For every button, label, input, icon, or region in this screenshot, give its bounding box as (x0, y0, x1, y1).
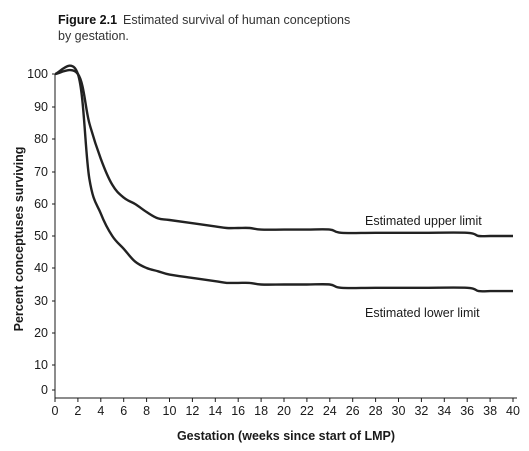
x-tick-label: 2 (74, 404, 81, 418)
y-tick-label: 50 (34, 229, 48, 243)
lower-limit-curve (54, 64, 513, 293)
x-tick-label: 6 (120, 404, 127, 418)
lower-limit-label: Estimated lower limit (365, 306, 480, 320)
y-tick-label: 10 (34, 358, 48, 372)
y-tick-label: 100 (27, 67, 48, 81)
x-tick-label: 38 (483, 404, 497, 418)
figure-caption: Figure 2.1 Estimated survival of human co… (58, 12, 358, 44)
y-tick-label: 70 (34, 165, 48, 179)
x-tick-label: 32 (414, 404, 428, 418)
x-tick-label: 8 (143, 404, 150, 418)
y-tick-label: 80 (34, 132, 48, 146)
y-tick-label: 40 (34, 261, 48, 275)
figure-caption-text: Estimated survival of human conceptions … (58, 13, 351, 43)
x-tick-label: 22 (300, 404, 314, 418)
x-tick-label: 36 (460, 404, 474, 418)
y-tick-label: 20 (34, 326, 48, 340)
upper-limit-label: Estimated upper limit (365, 214, 482, 228)
x-tick-label: 14 (208, 404, 222, 418)
axes (54, 74, 517, 399)
figure-label: Figure 2.1 (58, 13, 118, 27)
x-tick-label: 4 (97, 404, 104, 418)
y-tick-label: 0 (41, 383, 48, 397)
x-tick-label: 20 (277, 404, 291, 418)
upper-limit-curve (54, 68, 513, 238)
x-tick-label: 30 (392, 404, 406, 418)
x-tick-label: 12 (185, 404, 199, 418)
x-tick-label: 10 (163, 404, 177, 418)
x-tick-label: 40 (506, 404, 520, 418)
x-tick-label: 26 (346, 404, 360, 418)
x-tick-label: 0 (52, 404, 59, 418)
x-tick-label: 24 (323, 404, 337, 418)
curves (54, 64, 513, 293)
x-tick-label: 18 (254, 404, 268, 418)
y-tick-labels: 0 10 20 30 40 50 60 70 80 90 100 (27, 67, 55, 397)
x-tick-labels: 0 2 4 6 8 10 12 14 16 18 20 22 24 26 28 30 32 34 36 38 40 (52, 398, 520, 418)
x-tick-label: 28 (369, 404, 383, 418)
y-tick-label: 30 (34, 294, 48, 308)
y-tick-label: 60 (34, 197, 48, 211)
y-tick-label: 90 (34, 100, 48, 114)
x-tick-label: 34 (437, 404, 451, 418)
x-tick-label: 16 (231, 404, 245, 418)
x-axis-title: Gestation (weeks since start of LMP) (177, 429, 395, 443)
y-axis-title: Percent conceptuses surviving (12, 147, 26, 332)
